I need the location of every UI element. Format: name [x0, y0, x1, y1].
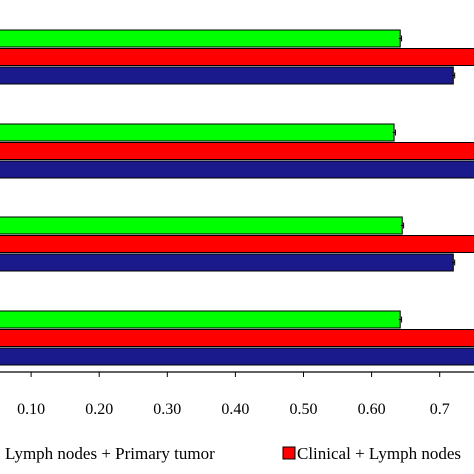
x-axis [0, 371, 474, 377]
x-tick-labels: 0.10 0.20 0.30 0.40 0.50 0.60 0.7 [17, 401, 450, 418]
bars-layer [0, 29, 474, 366]
legend-label: Lymph nodes + Primary tumor [5, 444, 215, 463]
bar-series3-group1 [0, 66, 454, 85]
bar-series2-group2 [0, 142, 474, 160]
legend: Lymph nodes + Primary tumor Clinical + Ly… [5, 444, 461, 463]
bar-series1-group1 [0, 29, 401, 48]
x-tick-label: 0.10 [17, 401, 45, 418]
bar-series2-group4 [0, 329, 474, 347]
bar-series3-group2 [0, 160, 474, 179]
x-tick-label: 0.60 [358, 401, 386, 418]
bar-series2-group3 [0, 235, 474, 253]
x-tick-label: 0.30 [153, 401, 181, 418]
x-tick-label: 0.50 [290, 401, 318, 418]
bar-series2-group1 [0, 48, 474, 66]
x-tick-label: 0.20 [85, 401, 113, 418]
bar-series3-group4 [0, 347, 474, 366]
bar-series1-group2 [0, 123, 395, 142]
x-tick-label: 0.7 [430, 401, 450, 418]
legend-label: Clinical + Lymph nodes [297, 444, 461, 463]
bar-series1-group4 [0, 310, 401, 329]
legend-swatch [282, 446, 296, 460]
x-tick-label: 0.40 [221, 401, 249, 418]
bar-series3-group3 [0, 253, 454, 272]
bar-series1-group3 [0, 216, 403, 235]
